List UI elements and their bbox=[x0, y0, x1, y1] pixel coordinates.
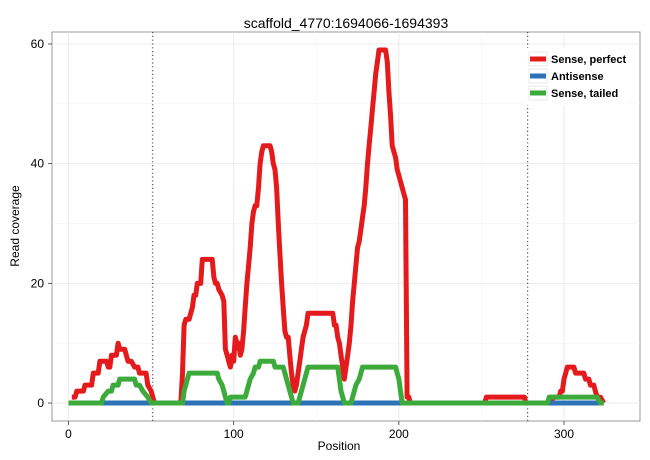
legend-label-antisense: Antisense bbox=[551, 71, 604, 83]
legend-label-sense-perfect: Sense, perfect bbox=[551, 54, 627, 66]
legend-item-sense-perfect: Sense, perfect bbox=[528, 51, 627, 67]
series-lines bbox=[68, 47, 606, 406]
y-tick-label: 60 bbox=[31, 37, 45, 51]
series-line-2 bbox=[68, 358, 604, 406]
legend-item-antisense: Antisense bbox=[528, 68, 604, 84]
x-axis-title: Position bbox=[318, 439, 361, 453]
chart-title: scaffold_4770:1694066-1694393 bbox=[244, 15, 449, 31]
y-tick-label: 40 bbox=[31, 157, 45, 171]
x-tick-label: 200 bbox=[389, 427, 409, 441]
y-axis-title: Read coverage bbox=[8, 185, 22, 267]
legend: Sense, perfect Antisense Sense, tailed bbox=[525, 48, 629, 105]
axes: 0 100 200 300 0 20 40 60 bbox=[31, 37, 575, 441]
y-tick-label: 0 bbox=[37, 396, 44, 410]
legend-item-sense-tailed: Sense, tailed bbox=[528, 85, 618, 101]
x-tick-label: 300 bbox=[554, 427, 574, 441]
x-tick-label: 0 bbox=[65, 427, 72, 441]
legend-label-sense-tailed: Sense, tailed bbox=[551, 88, 618, 100]
y-tick-label: 20 bbox=[31, 276, 45, 290]
x-tick-label: 100 bbox=[224, 427, 244, 441]
series-line-0 bbox=[71, 47, 606, 406]
